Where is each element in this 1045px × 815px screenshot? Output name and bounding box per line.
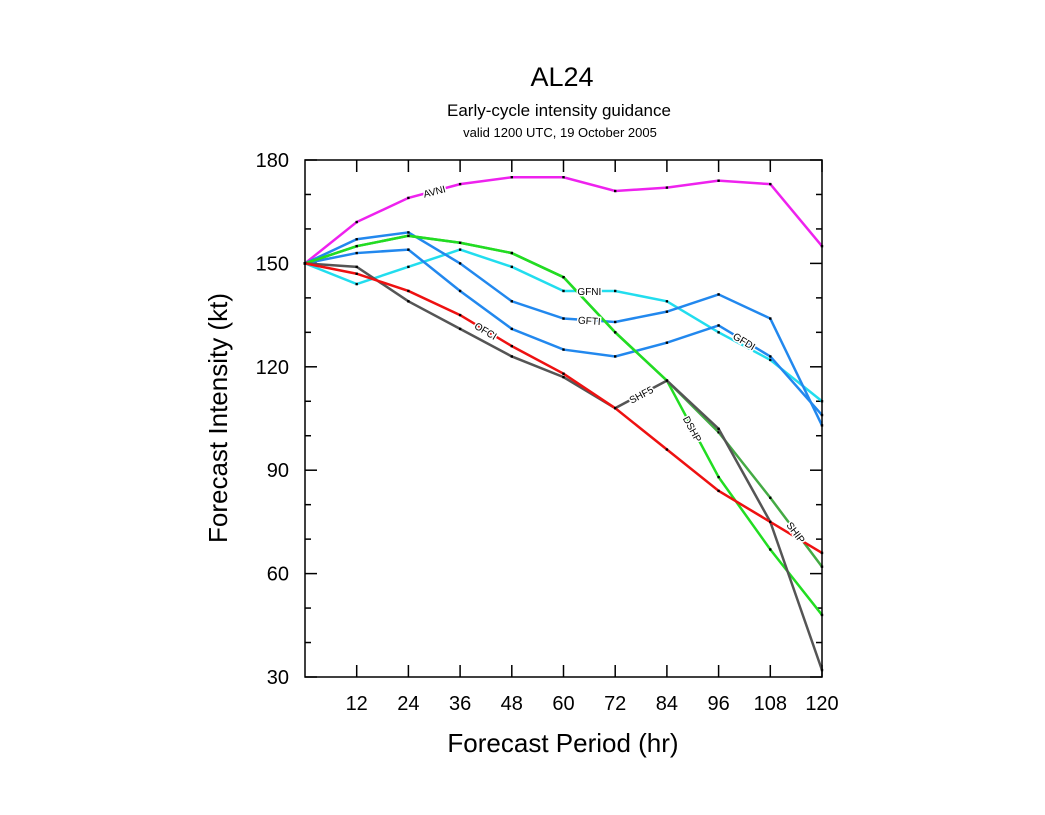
data-point bbox=[562, 348, 565, 351]
y-tick-label: 150 bbox=[256, 253, 289, 275]
x-tick-label: 24 bbox=[397, 693, 419, 715]
data-point bbox=[769, 317, 772, 320]
y-axis-label: Forecast Intensity (kt) bbox=[203, 293, 233, 543]
data-point bbox=[355, 220, 358, 224]
data-point bbox=[355, 238, 358, 241]
data-point bbox=[769, 548, 772, 551]
data-point bbox=[562, 317, 565, 320]
data-point bbox=[717, 431, 720, 434]
data-point bbox=[407, 300, 410, 303]
data-point bbox=[355, 251, 358, 255]
x-tick-label: 60 bbox=[552, 693, 574, 715]
x-tick-label: 72 bbox=[604, 693, 626, 715]
data-point bbox=[717, 331, 720, 334]
y-tick-label: 30 bbox=[267, 667, 289, 689]
data-point bbox=[510, 300, 513, 303]
data-point bbox=[458, 182, 462, 186]
data-point bbox=[717, 489, 720, 493]
data-point bbox=[717, 293, 720, 296]
data-point bbox=[769, 496, 772, 499]
data-point bbox=[769, 182, 772, 186]
data-point bbox=[458, 248, 462, 251]
data-point bbox=[562, 289, 565, 293]
data-point bbox=[717, 324, 720, 327]
data-point bbox=[717, 427, 720, 431]
chart-valid-time: valid 1200 UTC, 19 October 2005 bbox=[463, 125, 657, 140]
data-point bbox=[562, 372, 565, 375]
data-point bbox=[614, 189, 617, 193]
data-point bbox=[407, 265, 410, 269]
y-tick-label: 120 bbox=[256, 357, 289, 379]
data-point bbox=[407, 196, 410, 200]
data-point bbox=[407, 231, 410, 234]
series-gfni bbox=[303, 248, 824, 403]
data-point bbox=[458, 313, 462, 317]
data-point bbox=[769, 358, 772, 362]
data-point bbox=[769, 355, 772, 358]
data-point bbox=[562, 375, 565, 379]
x-axis-label: Forecast Period (hr) bbox=[447, 728, 678, 758]
series-label: DSHP bbox=[680, 415, 703, 445]
data-point bbox=[458, 241, 462, 244]
chart-subtitle: Early-cycle intensity guidance bbox=[447, 101, 671, 120]
data-point bbox=[614, 320, 617, 324]
data-point bbox=[355, 265, 358, 269]
series-line bbox=[304, 234, 823, 616]
x-tick-label: 108 bbox=[754, 693, 787, 715]
x-tick-label: 36 bbox=[449, 693, 471, 715]
series-label: GFTI bbox=[578, 316, 601, 328]
data-point bbox=[665, 379, 669, 382]
data-point bbox=[614, 406, 617, 410]
plot-frame bbox=[304, 159, 823, 678]
data-point bbox=[665, 300, 669, 303]
y-tick-label: 90 bbox=[267, 460, 289, 482]
data-point bbox=[510, 327, 513, 331]
data-point bbox=[510, 265, 513, 269]
y-tick-label: 180 bbox=[256, 150, 289, 172]
data-point bbox=[717, 475, 720, 479]
data-point bbox=[510, 355, 513, 358]
data-point bbox=[407, 248, 410, 251]
data-point bbox=[458, 327, 462, 331]
data-point bbox=[562, 176, 565, 179]
data-point bbox=[355, 272, 358, 275]
x-tick-label: 96 bbox=[707, 693, 729, 715]
data-point bbox=[717, 179, 720, 182]
series-label: GFNI bbox=[577, 287, 601, 298]
chart-title: AL24 bbox=[530, 62, 593, 92]
y-tick-label: 60 bbox=[267, 564, 289, 586]
data-point bbox=[510, 251, 513, 255]
series-label: AVNI bbox=[422, 184, 447, 200]
data-point bbox=[458, 262, 462, 265]
data-point bbox=[355, 244, 358, 248]
x-tick-label: 120 bbox=[805, 693, 838, 715]
series-label: OFCI bbox=[472, 321, 498, 343]
data-point bbox=[458, 289, 462, 293]
data-point bbox=[510, 344, 513, 348]
data-point bbox=[614, 331, 617, 334]
data-point bbox=[665, 448, 669, 451]
data-point bbox=[510, 176, 513, 179]
data-point bbox=[665, 186, 669, 189]
data-point bbox=[614, 289, 617, 293]
series-label: SHF5 bbox=[628, 385, 656, 407]
series-label: GFDI bbox=[731, 331, 757, 353]
x-tick-label: 12 bbox=[346, 693, 368, 715]
data-point bbox=[665, 310, 669, 313]
series-gfdi bbox=[303, 248, 824, 417]
x-tick-label: 48 bbox=[501, 693, 523, 715]
series-gfti bbox=[303, 231, 824, 427]
data-point bbox=[407, 289, 410, 293]
data-point bbox=[665, 341, 669, 344]
data-point bbox=[769, 520, 772, 524]
data-point bbox=[355, 282, 358, 286]
data-point bbox=[562, 275, 565, 279]
x-tick-label: 84 bbox=[656, 693, 678, 715]
data-point bbox=[614, 355, 617, 358]
series-ofci bbox=[303, 262, 824, 555]
data-point bbox=[407, 234, 410, 238]
series-line bbox=[304, 231, 824, 426]
